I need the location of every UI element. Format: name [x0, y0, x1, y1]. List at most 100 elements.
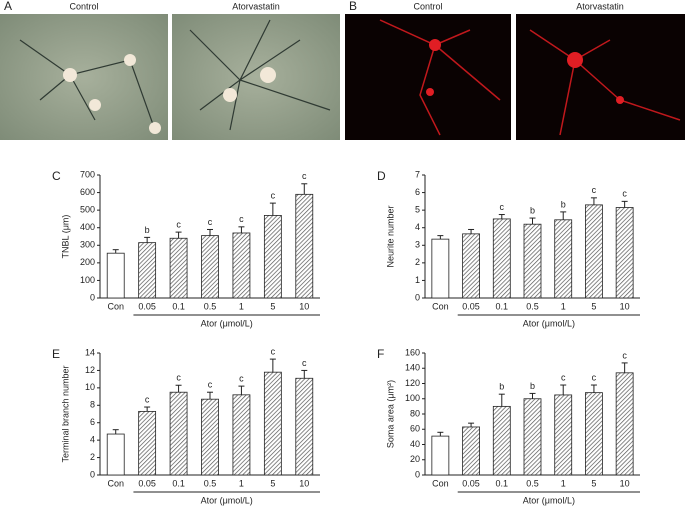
- x-tick-label: 0.1: [496, 301, 509, 311]
- y-tick-label: 6: [90, 417, 95, 427]
- x-tick-label: 0.1: [496, 478, 509, 488]
- bar: [585, 392, 603, 476]
- x-tick-label: Con: [432, 301, 449, 311]
- x-tick-label: Con: [432, 478, 449, 488]
- x-tick-label: 5: [591, 478, 596, 488]
- significance: c: [302, 171, 307, 181]
- y-tick-label: 5: [415, 205, 420, 215]
- y-tick-label: 100: [80, 275, 95, 285]
- bar: [232, 232, 251, 299]
- significance: b: [145, 225, 150, 235]
- y-tick-label: 200: [80, 257, 95, 267]
- significance: c: [176, 219, 181, 229]
- y-tick-label: 140: [405, 363, 420, 373]
- x-tick-label: 0.1: [172, 478, 185, 488]
- significance: c: [176, 373, 181, 383]
- x-tick-label: 5: [270, 301, 275, 311]
- bar: [138, 410, 157, 476]
- y-tick-label: 120: [405, 378, 420, 388]
- x-tick-label: Con: [107, 301, 124, 311]
- y-tick-label: 1: [415, 275, 420, 285]
- bar: [106, 433, 125, 476]
- significance: c: [622, 350, 627, 360]
- y-tick-label: 600: [80, 187, 95, 197]
- y-tick-label: 8: [90, 400, 95, 410]
- significance: c: [208, 217, 213, 227]
- bar: [492, 218, 511, 299]
- micrograph: [172, 14, 340, 140]
- x-tick-label: 5: [591, 301, 596, 311]
- y-tick-label: 14: [85, 347, 95, 357]
- x-tick-label: 10: [620, 478, 630, 488]
- bar: [263, 371, 282, 476]
- y-axis-label: TNBL (μm): [60, 215, 70, 259]
- x-axis-label: Ator (μmol/L): [201, 495, 253, 505]
- bar: [138, 242, 157, 299]
- y-tick-label: 0: [90, 469, 95, 479]
- panel-label: D: [377, 169, 386, 183]
- bar: [523, 223, 542, 299]
- x-tick-label: 10: [299, 478, 309, 488]
- bar: [295, 377, 314, 476]
- y-tick-label: 60: [410, 424, 420, 434]
- significance: b: [499, 382, 504, 392]
- somata: [63, 54, 276, 134]
- x-tick-label: 0.05: [138, 478, 156, 488]
- significance: b: [530, 205, 535, 215]
- y-tick-label: 2: [415, 257, 420, 267]
- y-tick-label: 12: [85, 365, 95, 375]
- significance: c: [622, 189, 627, 199]
- y-tick-label: 160: [405, 347, 420, 357]
- micrograph: [345, 14, 511, 140]
- panel-label: E: [52, 347, 60, 361]
- x-axis-label: Ator (μmol/L): [523, 495, 575, 505]
- bar: [431, 435, 450, 476]
- caption: Control: [69, 1, 98, 11]
- bar: [554, 219, 573, 299]
- y-axis-label: Soma area (μm²): [385, 380, 395, 448]
- y-tick-label: 6: [415, 187, 420, 197]
- bar: [462, 426, 480, 476]
- x-tick-label: 1: [561, 478, 566, 488]
- y-tick-label: 7: [415, 169, 420, 179]
- x-tick-label: 0.5: [526, 301, 539, 311]
- y-tick-label: 300: [80, 240, 95, 250]
- x-tick-label: 10: [299, 301, 309, 311]
- caption: Control: [413, 1, 442, 11]
- bar: [615, 207, 634, 299]
- x-tick-label: 10: [620, 301, 630, 311]
- bar: [295, 193, 314, 299]
- y-tick-label: 80: [410, 408, 420, 418]
- panel-label: A: [4, 0, 12, 13]
- significance: c: [145, 394, 150, 404]
- bar: [106, 252, 125, 299]
- significance: c: [561, 372, 566, 382]
- x-axis-label: Ator (μmol/L): [201, 318, 253, 328]
- significance: c: [592, 372, 597, 382]
- caption: Atorvastatin: [576, 1, 624, 11]
- significance: b: [561, 199, 566, 209]
- x-tick-label: 0.5: [204, 478, 217, 488]
- significance: c: [239, 214, 244, 224]
- bar: [615, 372, 634, 476]
- bar: [263, 215, 282, 299]
- x-tick-label: Con: [107, 478, 124, 488]
- y-tick-label: 4: [415, 222, 420, 232]
- y-axis-label: Neurite number: [385, 205, 395, 267]
- y-tick-label: 400: [80, 222, 95, 232]
- significance: c: [271, 190, 276, 200]
- x-tick-label: 5: [270, 478, 275, 488]
- x-tick-label: 0.05: [462, 478, 480, 488]
- significance: b: [530, 381, 535, 391]
- somata: [426, 39, 624, 104]
- y-tick-label: 10: [85, 382, 95, 392]
- x-axis-label: Ator (μmol/L): [523, 318, 575, 328]
- panel-label: C: [52, 169, 61, 183]
- y-tick-label: 0: [90, 292, 95, 302]
- x-tick-label: 0.05: [462, 301, 480, 311]
- significance: c: [271, 346, 276, 356]
- y-tick-label: 500: [80, 205, 95, 215]
- x-tick-label: 0.5: [526, 478, 539, 488]
- x-tick-label: 1: [561, 301, 566, 311]
